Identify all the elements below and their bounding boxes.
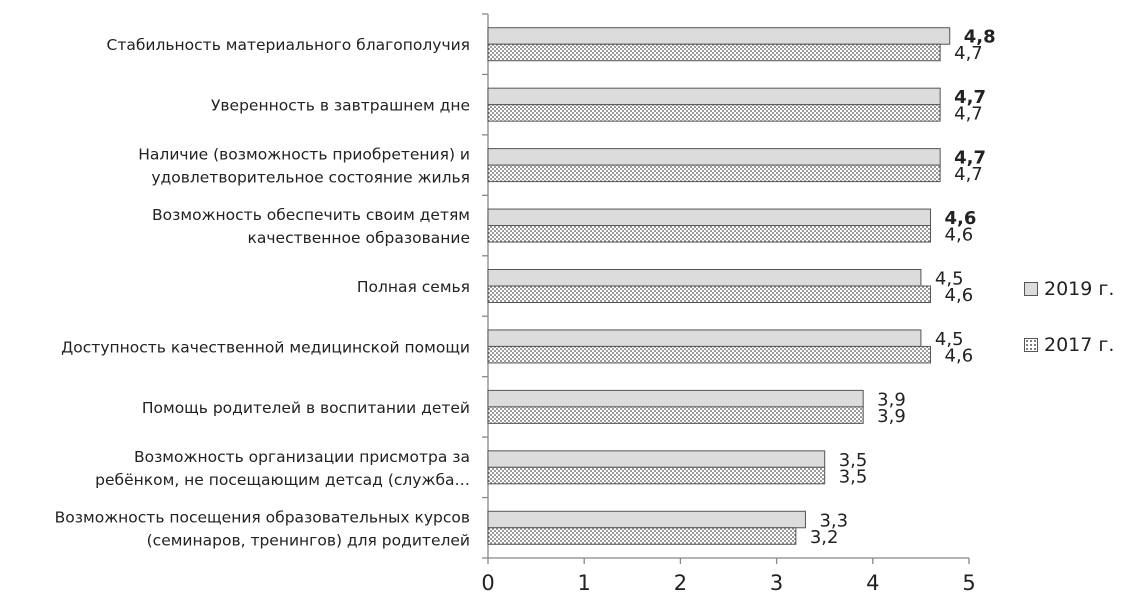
- bar-2019: [487, 27, 951, 45]
- data-label-2017: 4,6: [945, 345, 974, 366]
- data-label-2017: 3,2: [810, 527, 839, 548]
- x-tick-label: 4: [866, 571, 879, 595]
- bar-2019: [487, 269, 922, 287]
- x-tick-label: 2: [674, 571, 687, 595]
- legend-label-2017: 2017 г.: [1044, 334, 1115, 356]
- bar-2019: [487, 510, 806, 529]
- category-label: Доступность качественной медицинской пом…: [61, 338, 470, 356]
- bar-2017: [487, 466, 826, 485]
- category-label-line: Возможность обеспечить своим детям: [152, 206, 470, 224]
- bar-2019: [487, 87, 941, 106]
- data-label-2019: 4,8: [964, 27, 996, 48]
- bar-2017: [487, 104, 941, 122]
- bar-2017: [487, 527, 797, 545]
- legend: 2019 г. 2017 г.: [1024, 276, 1114, 388]
- data-label-2019: 4,5: [935, 329, 964, 350]
- data-label-2017: 4,6: [945, 225, 974, 246]
- category-label: Помощь родителей в воспитании детей: [142, 399, 470, 417]
- category-label-line: удовлетворительное состояние жилья: [151, 169, 470, 187]
- category-label-line: Уверенность в завтрашнем дне: [211, 97, 470, 115]
- x-tick-label: 5: [962, 571, 975, 595]
- legend-item-2017: 2017 г.: [1024, 332, 1114, 358]
- category-label-line: ребёнком, не посещающим детсад (служба…: [95, 471, 470, 489]
- bar-2017: [487, 345, 932, 364]
- bar-2019: [487, 389, 864, 408]
- data-label-2017: 3,9: [877, 406, 906, 427]
- data-label-2017: 4,7: [954, 43, 983, 64]
- bar-2017: [487, 406, 864, 424]
- data-label-2019: 3,3: [819, 510, 848, 531]
- bar-2017: [487, 285, 932, 303]
- data-label-2019: 3,9: [877, 389, 906, 410]
- category-label: Возможность обеспечить своим детям качест…: [152, 206, 470, 247]
- x-tick-label: 1: [578, 571, 591, 595]
- category-label-line: Полная семья: [357, 278, 470, 296]
- bar-2019: [487, 148, 941, 166]
- category-label-line: качественное образование: [248, 229, 470, 247]
- data-label-2019: 4,5: [935, 269, 964, 290]
- data-label-2019: 4,7: [954, 87, 986, 108]
- legend-item-2019: 2019 г.: [1024, 276, 1114, 302]
- data-label-2017: 4,7: [954, 164, 983, 185]
- category-label: Возможность организации присмотра за ребё…: [95, 448, 470, 489]
- data-label-2019: 3,5: [839, 450, 868, 471]
- bar-2017: [487, 164, 941, 183]
- x-tick-label: 3: [770, 571, 783, 595]
- legend-swatch-2019: [1024, 282, 1038, 296]
- category-label: Уверенность в завтрашнем дне: [211, 97, 470, 115]
- category-label-line: (семинаров, тренингов) для родителей: [147, 531, 470, 549]
- category-label: Наличие (возможность приобретения) и удов…: [138, 146, 470, 187]
- bar-2017: [487, 225, 932, 243]
- data-label-2019: 4,7: [954, 148, 986, 169]
- legend-label-2019: 2019 г.: [1044, 278, 1115, 300]
- x-tick-label: 0: [481, 571, 494, 595]
- data-label-2017: 3,5: [839, 466, 868, 487]
- bar-2019: [487, 450, 826, 468]
- category-label-line: Возможность организации присмотра за: [134, 448, 470, 466]
- category-label: Возможность посещения образовательных ку…: [55, 508, 470, 549]
- legend-swatch-2017: [1024, 338, 1038, 352]
- category-label-line: Наличие (возможность приобретения) и: [138, 146, 470, 164]
- category-label-line: Помощь родителей в воспитании детей: [142, 399, 470, 417]
- category-label: Стабильность материального благополучия: [107, 36, 470, 54]
- data-label-2017: 4,7: [954, 104, 983, 125]
- bar-2019: [487, 329, 922, 347]
- bar-2017: [487, 43, 941, 62]
- bar-2019: [487, 208, 932, 227]
- category-label: Полная семья: [357, 278, 470, 296]
- data-label-2017: 4,6: [945, 285, 974, 306]
- category-label-line: Возможность посещения образовательных ку…: [55, 508, 470, 526]
- category-label-line: Доступность качественной медицинской пом…: [61, 338, 470, 356]
- category-label-line: Стабильность материального благополучия: [107, 36, 470, 54]
- data-label-2019: 4,6: [945, 208, 977, 229]
